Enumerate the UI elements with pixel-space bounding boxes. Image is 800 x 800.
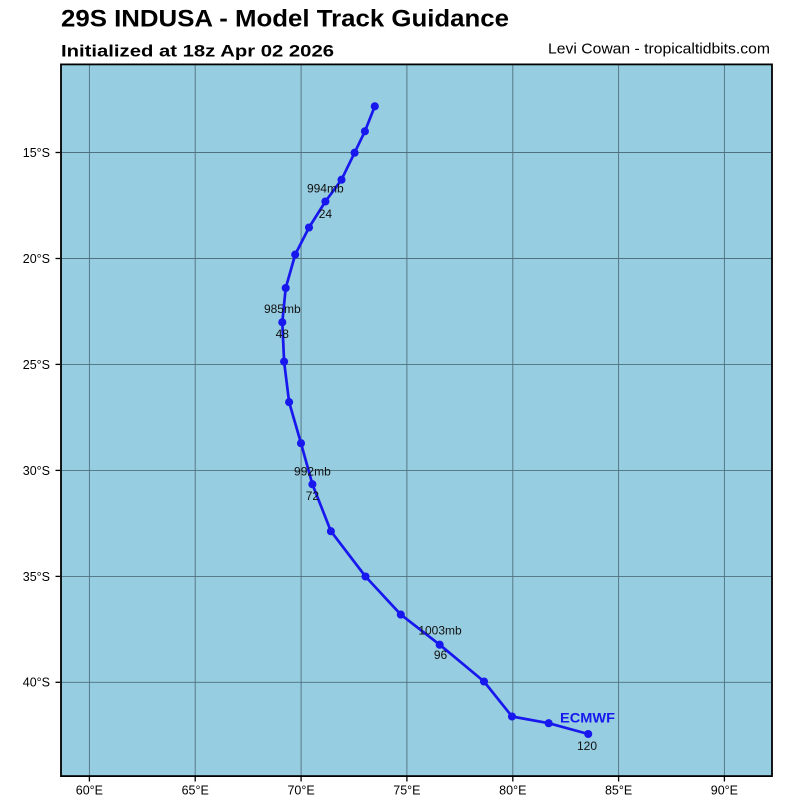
svg-text:90°E: 90°E <box>711 784 738 798</box>
svg-text:72: 72 <box>306 489 320 503</box>
svg-text:40°S: 40°S <box>23 676 50 690</box>
svg-text:75°E: 75°E <box>393 784 420 798</box>
svg-text:25°S: 25°S <box>23 358 50 372</box>
svg-text:85°E: 85°E <box>605 784 632 798</box>
svg-text:35°S: 35°S <box>23 570 50 584</box>
svg-text:65°E: 65°E <box>182 784 209 798</box>
svg-text:24: 24 <box>319 207 333 221</box>
svg-text:Levi Cowan - tropicaltidbits.c: Levi Cowan - tropicaltidbits.com <box>548 42 770 58</box>
svg-text:29S INDUSA - Model Track Guida: 29S INDUSA - Model Track Guidance <box>61 6 509 33</box>
svg-text:30°S: 30°S <box>23 464 50 478</box>
svg-text:992mb: 992mb <box>294 465 331 479</box>
svg-text:80°E: 80°E <box>499 784 526 798</box>
svg-text:70°E: 70°E <box>287 784 314 798</box>
svg-text:96: 96 <box>434 648 448 662</box>
svg-text:120: 120 <box>577 739 597 753</box>
svg-text:ECMWF: ECMWF <box>560 711 615 726</box>
svg-text:Initialized at 18z Apr 02 2026: Initialized at 18z Apr 02 2026 <box>61 42 334 61</box>
svg-text:994mb: 994mb <box>307 182 344 196</box>
svg-text:1003mb: 1003mb <box>418 623 462 637</box>
svg-text:15°S: 15°S <box>23 146 50 160</box>
svg-text:48: 48 <box>276 327 290 341</box>
svg-text:60°E: 60°E <box>76 784 103 798</box>
svg-text:985mb: 985mb <box>264 302 301 316</box>
svg-text:20°S: 20°S <box>23 252 50 266</box>
